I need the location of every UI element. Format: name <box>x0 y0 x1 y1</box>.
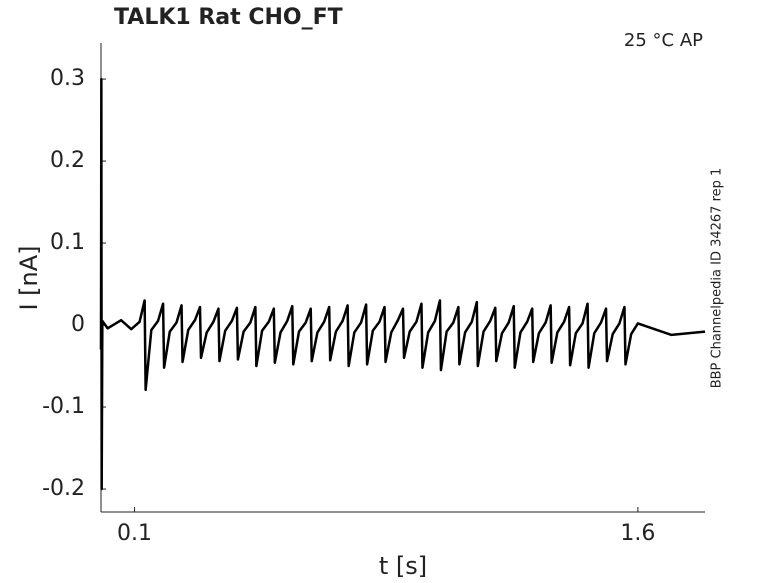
side-note: BBP Channelpedia ID 34267 rep 1 <box>710 168 725 389</box>
x-axis-label: t [s] <box>379 552 427 580</box>
y-tick-label: 0.1 <box>50 230 85 255</box>
y-tick-label: -0.1 <box>42 394 85 419</box>
y-tick-label: -0.2 <box>42 476 85 501</box>
trace <box>99 77 706 491</box>
x-tick-label: 1.6 <box>620 521 655 546</box>
y-axis-label: I [nA] <box>15 245 43 310</box>
annotation: 25 °C AP <box>624 30 703 51</box>
y-tick-label: 0 <box>71 312 85 337</box>
x-tick-label: 0.1 <box>117 521 152 546</box>
y-tick-label: 0.3 <box>50 66 85 91</box>
y-tick-label: 0.2 <box>50 148 85 173</box>
chart-title: TALK1 Rat CHO_FT <box>114 5 343 30</box>
